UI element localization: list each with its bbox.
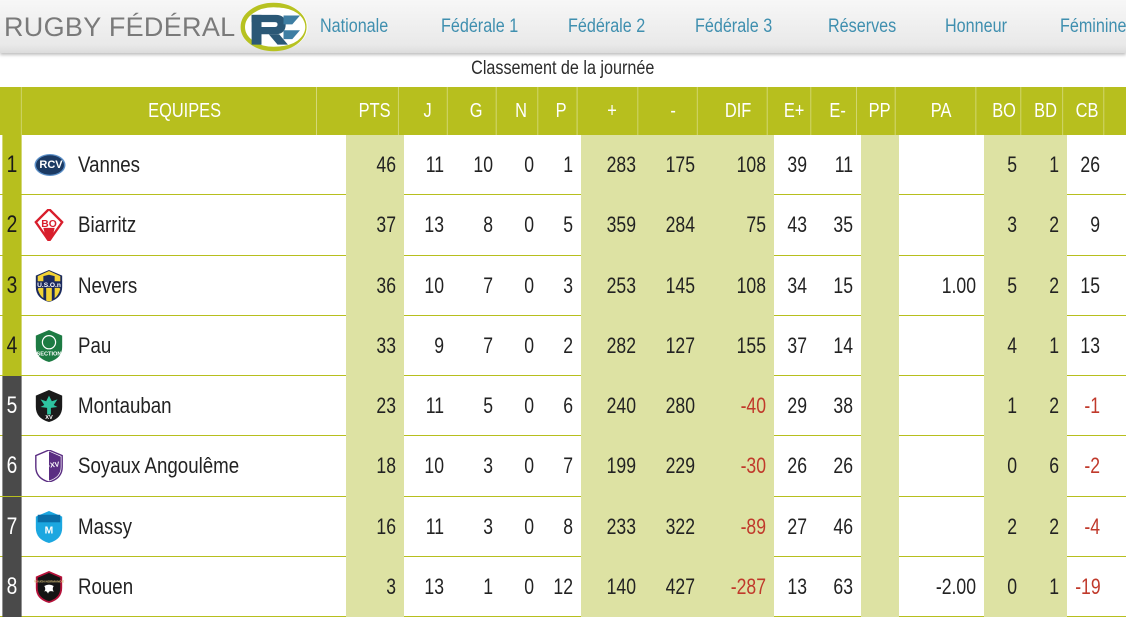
- svg-text:M: M: [45, 525, 54, 536]
- svg-text:RCV: RCV: [39, 159, 63, 171]
- svg-text:U.S.O.n: U.S.O.n: [37, 282, 61, 289]
- svg-text:XV: XV: [45, 415, 53, 421]
- svg-text:ROUEN NORMANDIE: ROUEN NORMANDIE: [34, 579, 64, 583]
- svg-text:SECTION: SECTION: [36, 351, 61, 357]
